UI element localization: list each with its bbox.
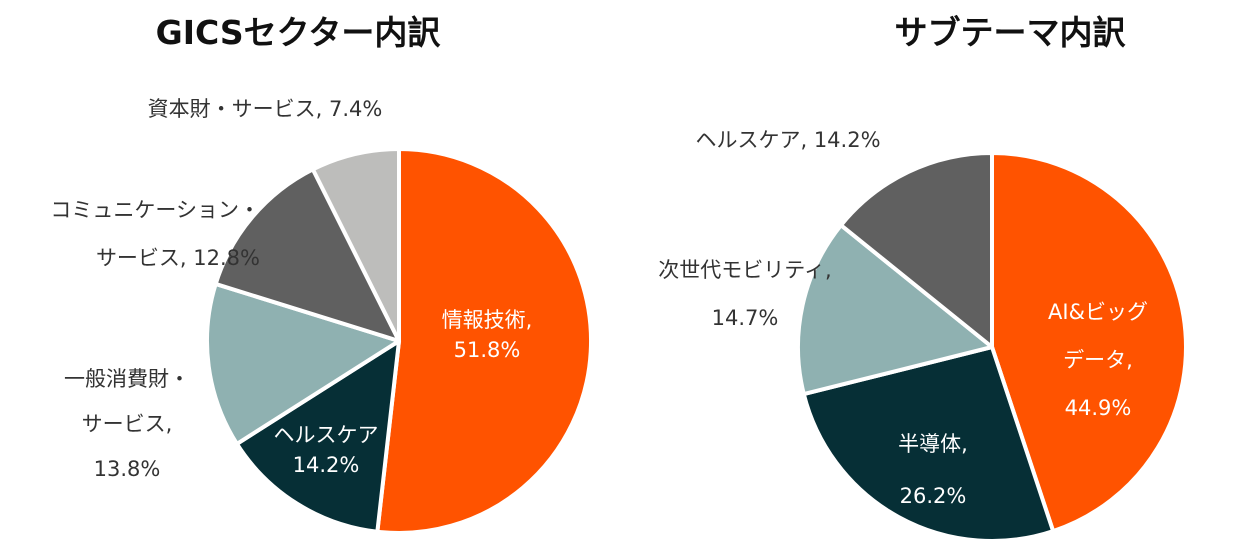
chart-1-slice-info-tech [375,147,593,535]
chart-1-slice-industrials [310,147,401,343]
chart-2-label-ai-bigdata: AI&ビッグ データ, 44.9% [1048,300,1148,420]
chart-1-slice-communication [213,167,401,343]
chart-1-title: GICSセクター内訳 [155,13,441,52]
chart-2-title: サブテーマ内訳 [894,13,1126,52]
chart-1-label-info-tech: 情報技術, 51.8% [441,308,533,362]
chart-2-label-semiconductor: 半導体, 26.2% [898,432,968,508]
chart-1-label-healthcare: ヘルスケア 14.2% [273,423,379,477]
chart-1-label-communication: コミュニケーション・ サービス, 12.8% [50,198,260,270]
chart-1-slice-healthcare [234,339,401,534]
chart-1-pie [205,147,593,535]
chart-1-label-consumer: 一般消費財・ サービス, 13.8% [64,367,190,481]
chart-1-slice-consumer [205,281,401,446]
chart-2-slice-healthcare [838,151,994,349]
chart-2-label-healthcare: ヘルスケア, 14.2% [695,128,881,152]
chart-2-slice-mobility [796,223,994,397]
chart-2-label-mobility: 次世代モビリティ, 14.7% [658,258,832,330]
chart-2-slice-ai-bigdata [990,151,1188,534]
chart-1-label-industrials: 資本財・サービス, 7.4% [147,97,383,121]
chart-2-pie [796,151,1188,543]
chart-2-slice-semiconductor [801,345,1056,543]
